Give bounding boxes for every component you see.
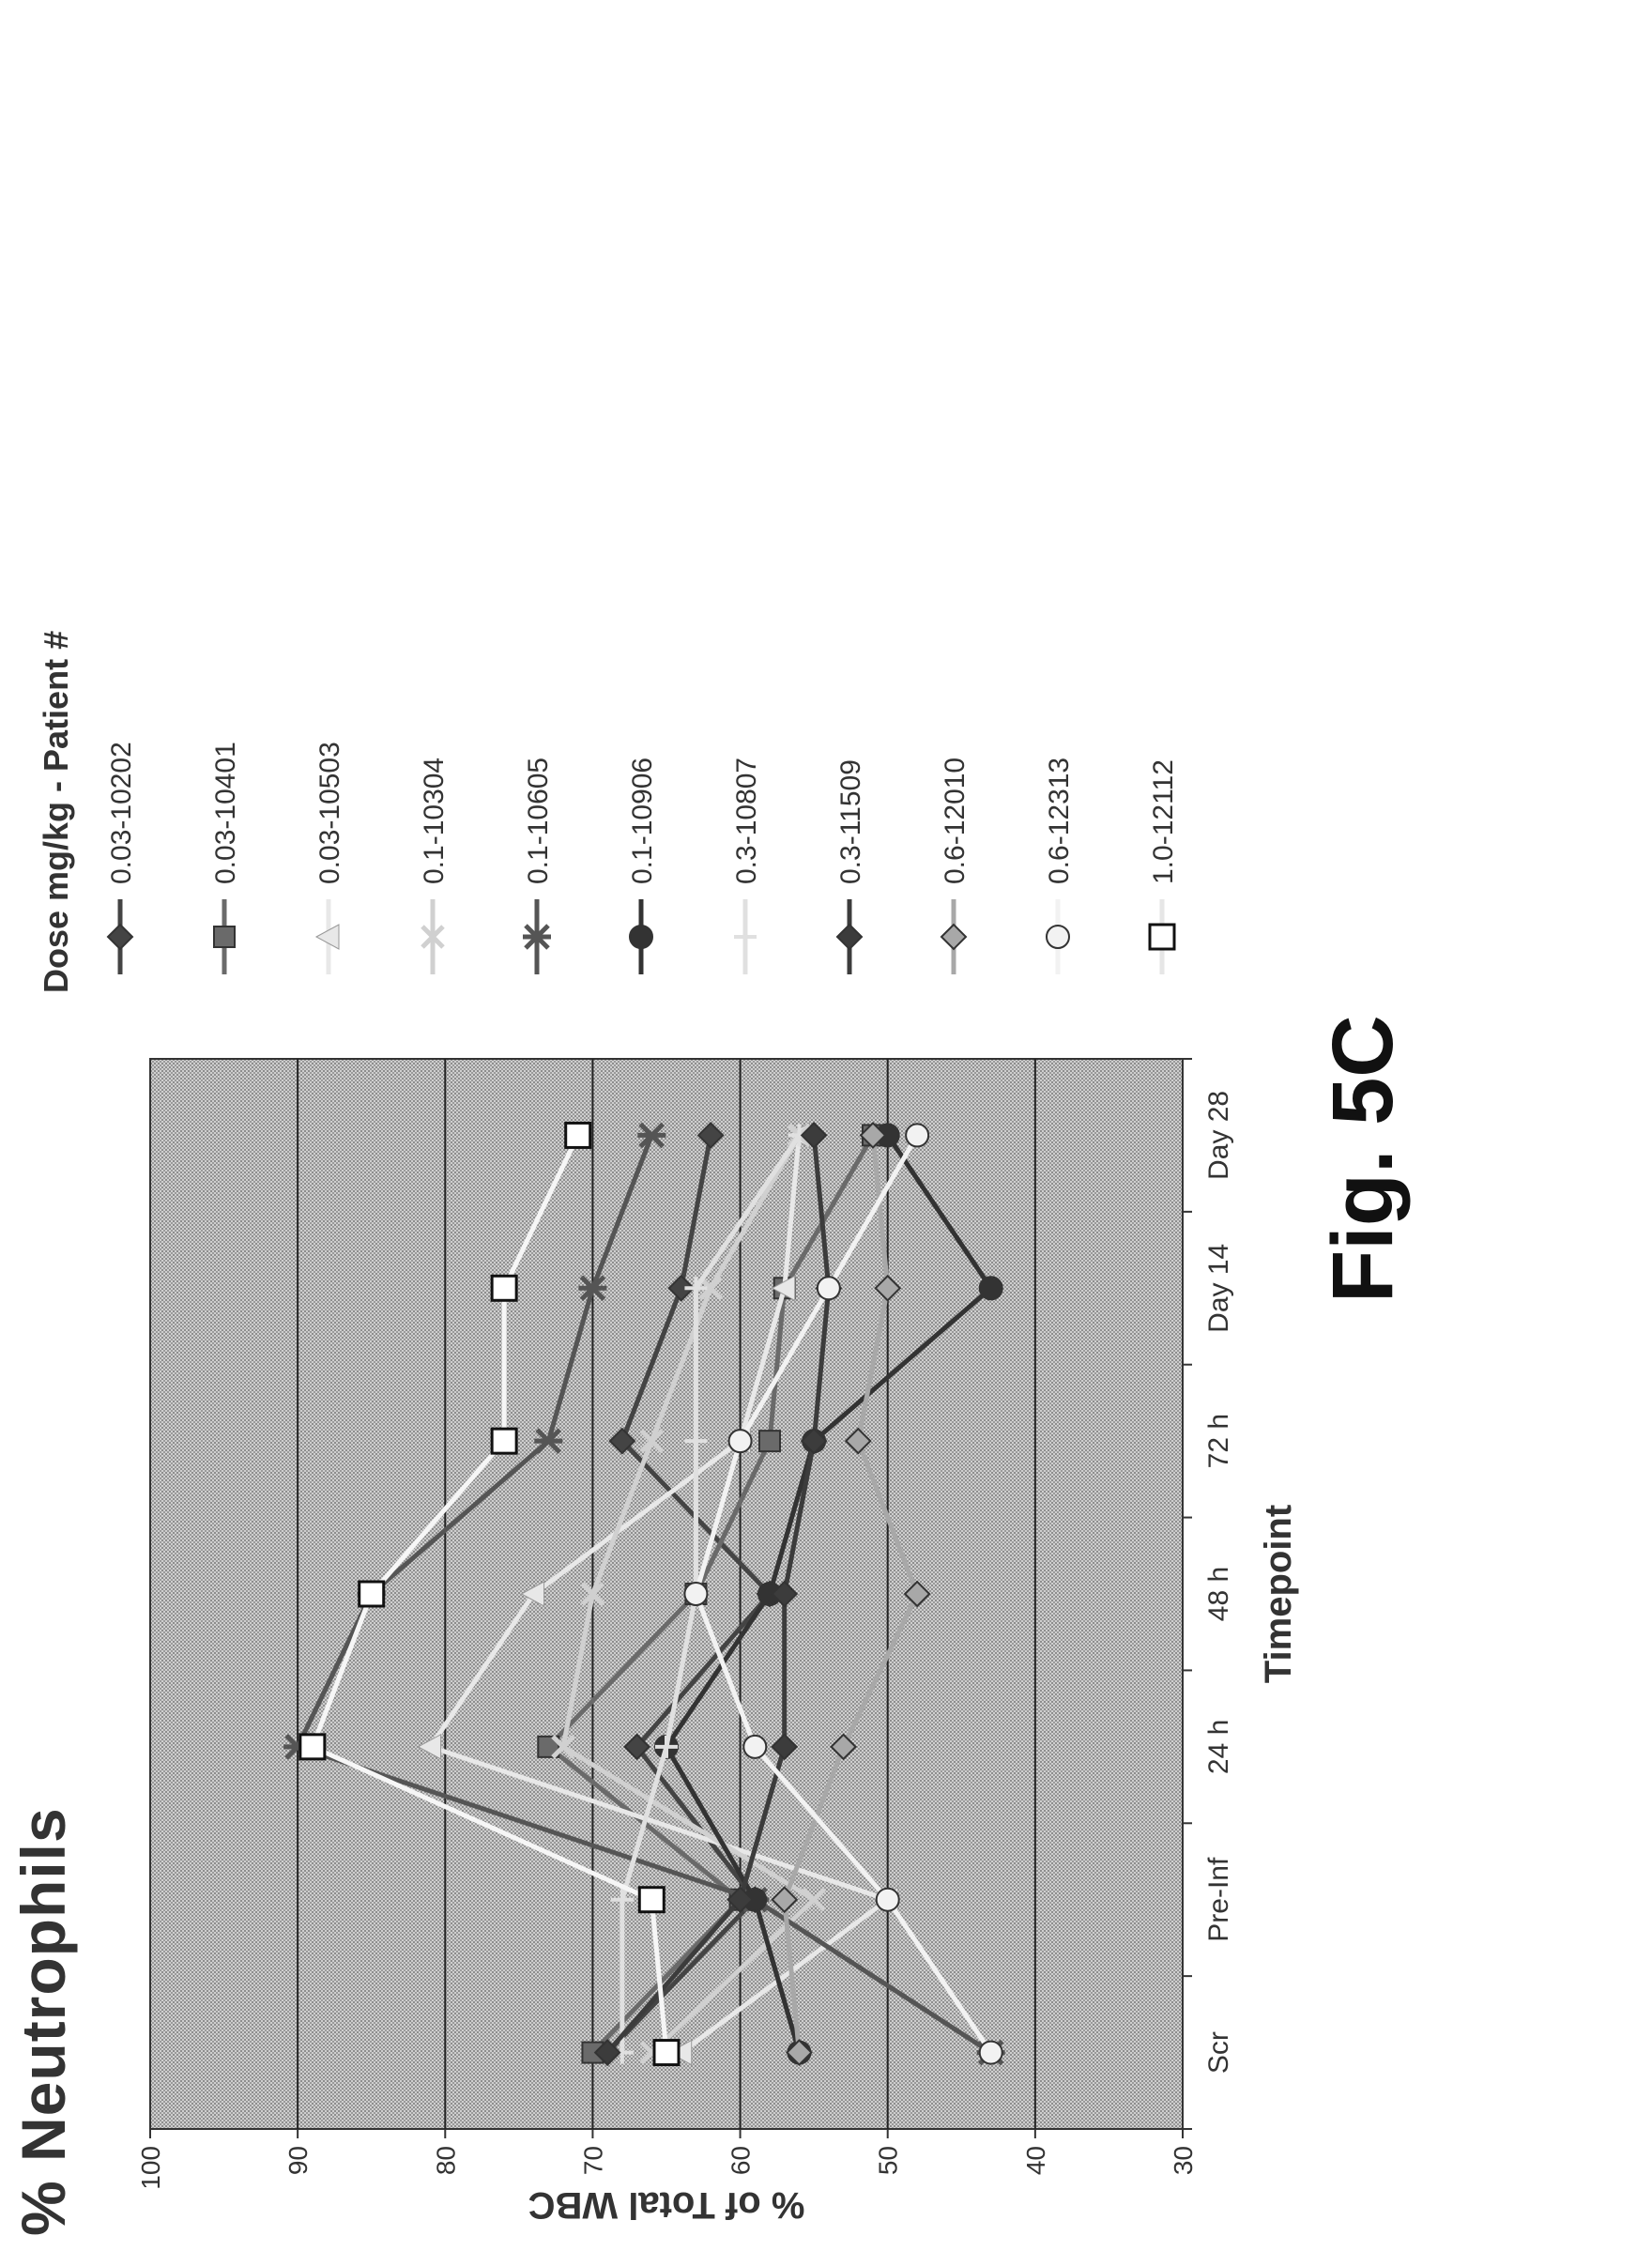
x-tick-label: Day 14 bbox=[1203, 1244, 1234, 1333]
legend-marker bbox=[1047, 926, 1069, 948]
legend-label: 0.3-11509 bbox=[835, 759, 866, 884]
chart-title: % Neutrophils bbox=[8, 1807, 79, 2236]
y-tick-label: 70 bbox=[578, 2146, 607, 2175]
legend-label: 0.03-10503 bbox=[314, 742, 345, 884]
legend-label: 0.6-12313 bbox=[1044, 758, 1075, 884]
data-point bbox=[729, 1430, 752, 1452]
data-point bbox=[759, 1431, 780, 1451]
data-point bbox=[906, 1124, 928, 1146]
x-tick-label: 48 h bbox=[1203, 1567, 1234, 1621]
legend-label: 0.1-10304 bbox=[419, 758, 450, 884]
y-tick-label: 50 bbox=[874, 2146, 903, 2175]
legend-label: 0.03-10202 bbox=[106, 742, 137, 884]
legend-marker bbox=[1150, 925, 1174, 949]
plot-area bbox=[150, 1059, 1183, 2129]
data-point bbox=[980, 1277, 1002, 1299]
x-tick-label: Day 28 bbox=[1203, 1091, 1234, 1180]
data-point bbox=[684, 1583, 707, 1605]
legend-label: 0.03-10401 bbox=[210, 742, 241, 884]
x-tick-label: Pre-Inf bbox=[1203, 1857, 1234, 1942]
legend-label: 0.1-10605 bbox=[523, 758, 554, 884]
legend-title: Dose mg/kg - Patient # bbox=[37, 631, 75, 993]
data-point bbox=[818, 1277, 840, 1299]
y-axis-title: % of Total WBC bbox=[528, 2184, 805, 2226]
y-tick-label: 90 bbox=[283, 2146, 313, 2175]
y-tick-label: 30 bbox=[1169, 2146, 1198, 2175]
x-tick-label: 72 h bbox=[1203, 1414, 1234, 1468]
legend-marker bbox=[941, 925, 966, 949]
legend-marker bbox=[214, 926, 235, 947]
legend-label: 0.3-10807 bbox=[731, 758, 762, 884]
data-point bbox=[359, 1582, 384, 1606]
y-tick-label: 60 bbox=[727, 2146, 756, 2175]
data-point bbox=[492, 1429, 516, 1453]
y-tick-label: 100 bbox=[136, 2146, 165, 2190]
data-point bbox=[566, 1123, 590, 1147]
legend-label: 1.0-12112 bbox=[1148, 759, 1179, 884]
legend-marker bbox=[630, 926, 652, 948]
x-axis-title: Timepoint bbox=[1258, 1505, 1299, 1683]
legend-marker bbox=[108, 925, 132, 949]
x-tick-label: 24 h bbox=[1203, 1720, 1234, 1774]
y-tick-label: 80 bbox=[431, 2146, 460, 2175]
data-point bbox=[877, 1889, 899, 1911]
data-point bbox=[492, 1276, 516, 1300]
legend-label: 0.1-10906 bbox=[627, 758, 658, 884]
data-point bbox=[980, 2042, 1002, 2064]
data-point bbox=[654, 2041, 679, 2065]
legend-marker bbox=[837, 925, 862, 949]
legend-marker bbox=[734, 926, 757, 948]
data-point bbox=[639, 1888, 664, 1912]
x-tick-label: Scr bbox=[1203, 2031, 1234, 2074]
y-tick-label: 40 bbox=[1021, 2146, 1050, 2175]
data-point bbox=[743, 1736, 766, 1758]
legend-label: 0.6-12010 bbox=[940, 758, 971, 884]
figure-label: Fig. 5C bbox=[1314, 1015, 1413, 1303]
data-point bbox=[300, 1735, 325, 1759]
